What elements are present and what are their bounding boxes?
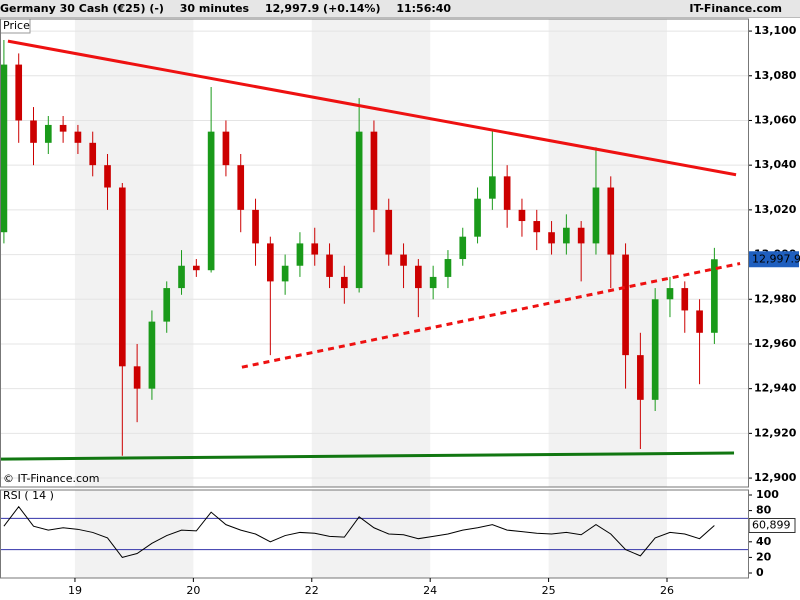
pane-title: Price (3, 19, 30, 32)
y-tick-label: 100 (756, 488, 779, 501)
y-tick-label: 12,940 (754, 382, 797, 395)
candle-body (163, 288, 171, 322)
candle-body (133, 366, 141, 389)
y-tick-label: 20 (756, 550, 772, 563)
y-tick-label: 13,080 (754, 69, 797, 82)
candle-body (444, 259, 452, 277)
candle-body (237, 165, 245, 210)
candle-body (148, 321, 156, 389)
x-tick-label: 22 (305, 584, 319, 597)
pane-frame (0, 18, 749, 488)
day-band (548, 490, 668, 578)
instrument: Germany 30 Cash (€25) (-) (0, 2, 164, 15)
last-price-box (749, 251, 799, 268)
y-tick-label: 12,900 (754, 471, 797, 484)
x-tick-label: 19 (68, 584, 82, 597)
candle-body (577, 227, 585, 244)
y-tick-label: 12,960 (754, 337, 797, 350)
candle-body (178, 265, 185, 289)
x-tick-label: 20 (186, 584, 200, 597)
y-tick-label: 13,040 (754, 158, 797, 171)
candle-body (89, 142, 97, 166)
candle-body (267, 243, 274, 282)
candle-body (666, 288, 674, 300)
candle-body (637, 355, 644, 400)
trendline (7, 39, 737, 177)
candle-body (59, 124, 67, 132)
candle-body (252, 209, 259, 244)
candle-body (30, 120, 37, 143)
last-quote: 12,997.9 (+0.14%) (264, 2, 381, 15)
y-tick-label: 13,060 (754, 113, 797, 126)
y-tick-label: 0 (756, 566, 764, 579)
candle-body (311, 243, 319, 255)
candle-body (326, 254, 333, 277)
y-tick-label: 13,020 (754, 203, 797, 216)
candle-body (385, 209, 393, 255)
candle-body (696, 310, 703, 333)
y-tick-label: 12,920 (754, 426, 797, 439)
candle-body (548, 232, 555, 244)
candle-body (104, 165, 111, 188)
pane-frame (0, 489, 749, 579)
candle-body (370, 131, 378, 210)
header: Germany 30 Cash (€25) (-) 30 minutes 12,… (0, 0, 800, 18)
credit: © IT-Finance.com (3, 472, 100, 485)
candle-body (518, 209, 526, 222)
candle-body (711, 259, 718, 333)
candle-body (474, 198, 481, 237)
x-tick-label: 24 (423, 584, 437, 597)
candle-body (192, 265, 200, 271)
trendline (0, 451, 735, 461)
trendline (241, 262, 741, 369)
y-tick-label: 12,980 (754, 292, 797, 305)
last-rsi-label: 60,899 (752, 518, 791, 531)
candle-body (533, 221, 541, 233)
candle-body (0, 64, 8, 233)
candle-body (341, 276, 348, 289)
time: 11:56:40 (396, 2, 452, 15)
last-price-label: 12,997.9 (752, 252, 800, 265)
candle-body (355, 131, 363, 289)
candle-body (651, 299, 659, 400)
brand: IT-Finance.com (689, 2, 782, 15)
candle-body (44, 124, 52, 143)
candle-body (592, 187, 600, 244)
candle-body (681, 288, 689, 311)
day-band (311, 490, 431, 578)
day-band (311, 19, 431, 487)
pane-title: RSI ( 14 ) (3, 489, 54, 502)
candle-body (296, 243, 304, 266)
y-tick-label: 13,100 (754, 24, 797, 37)
day-band (74, 19, 194, 487)
candle-body (459, 236, 467, 260)
candle-body (429, 276, 437, 289)
candle-body (503, 176, 511, 210)
y-tick-label: 40 (756, 535, 772, 548)
x-tick-label: 25 (542, 584, 556, 597)
interval: 30 minutes (179, 2, 250, 15)
candle-body (622, 254, 629, 356)
candle-body (74, 131, 82, 143)
candle-body (207, 131, 215, 271)
candle-body (415, 265, 422, 289)
candle-body (563, 227, 570, 244)
candle-body (489, 176, 496, 199)
y-tick-label: 80 (756, 504, 772, 517)
day-band (74, 490, 194, 578)
candle-body (607, 187, 615, 255)
rsi-line (3, 505, 715, 558)
candle-body (222, 131, 230, 166)
candle-body (281, 265, 289, 282)
x-tick-label: 26 (660, 584, 674, 597)
candle-body (400, 254, 407, 266)
candle-body (15, 64, 23, 121)
candle-body (118, 187, 126, 367)
